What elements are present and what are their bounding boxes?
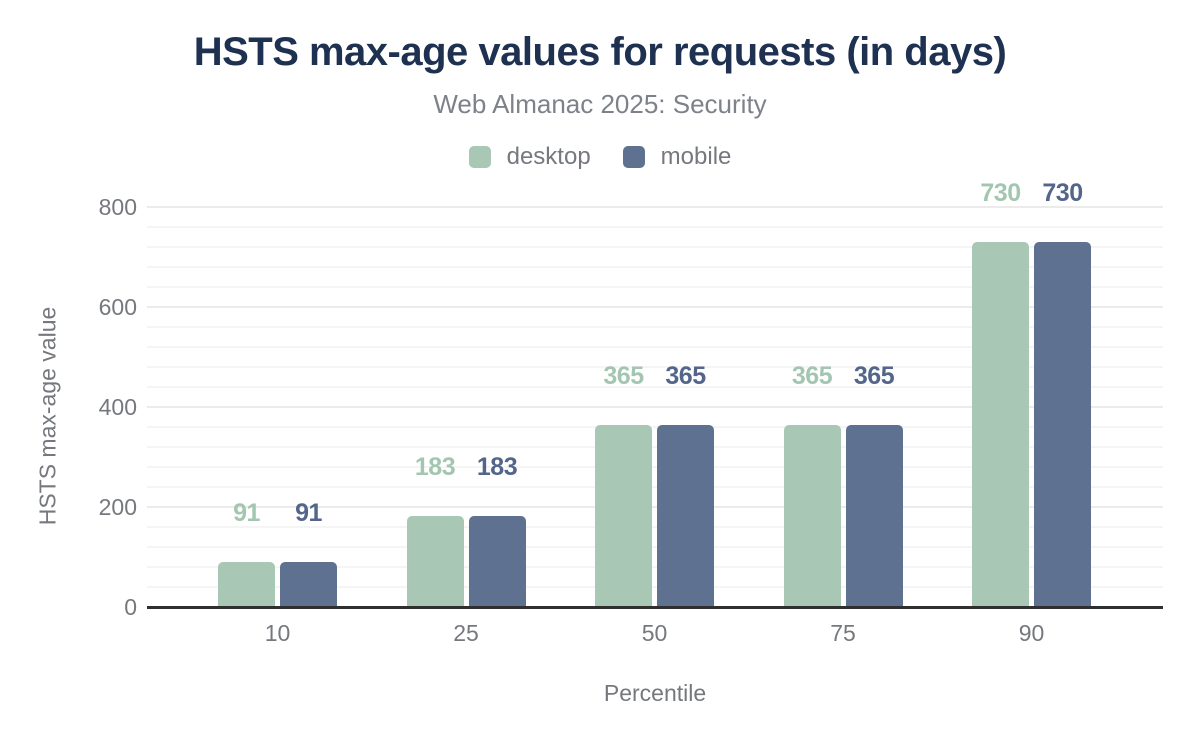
bar-value-label-mobile-p10: 91: [295, 498, 322, 527]
bar-desktop-p25: [406, 515, 464, 607]
x-axis-title: Percentile: [603, 680, 707, 706]
minor-gridline: [147, 326, 1163, 328]
minor-gridline: [147, 466, 1163, 468]
bar-value-label-mobile-p90: 730: [1042, 179, 1083, 207]
chart-title: HSTS max-age values for requests (in day…: [193, 30, 1007, 74]
major-gridline: [147, 506, 1163, 508]
bar-value-label-desktop-p10: 91: [233, 498, 260, 527]
bar-value-label-desktop-p50: 365: [603, 361, 644, 390]
x-tick-label-50: 50: [641, 620, 668, 646]
major-gridline: [147, 306, 1163, 308]
bar-desktop-p50: [595, 424, 652, 607]
x-tick-label-10: 10: [264, 620, 291, 646]
y-tick-label: 200: [98, 494, 137, 520]
bar-value-label-mobile-p50: 365: [665, 361, 706, 390]
bar-mobile-p10: [280, 561, 337, 607]
y-tick-label: 400: [98, 394, 137, 420]
x-tick-label-90: 90: [1018, 620, 1045, 646]
x-tick-label-25: 25: [453, 620, 479, 646]
minor-gridline: [147, 546, 1163, 548]
minor-gridline: [147, 346, 1163, 348]
bar-mobile-p90: [1034, 242, 1091, 607]
bar-mobile-p50: [657, 424, 714, 607]
minor-gridline: [147, 526, 1163, 528]
minor-gridline: [147, 586, 1163, 588]
minor-gridline: [147, 246, 1163, 248]
bar-desktop-p75: [783, 424, 841, 607]
bar-value-label-desktop-p90: 730: [980, 179, 1021, 207]
minor-gridline: [147, 486, 1163, 488]
legend-label-desktop: desktop: [506, 143, 591, 170]
minor-gridline: [147, 226, 1163, 228]
legend-item-mobile: mobile: [622, 143, 732, 171]
legend: desktop mobile: [0, 143, 1200, 171]
x-axis-line: [147, 606, 1163, 609]
x-tick-label-75: 75: [830, 620, 856, 646]
bar-mobile-p25: [468, 515, 526, 607]
bar-desktop-p10: [218, 561, 275, 607]
y-tick-label: 800: [98, 194, 137, 220]
bar-value-label-mobile-p75: 365: [853, 361, 895, 390]
legend-label-mobile: mobile: [660, 143, 732, 170]
chart-subtitle: Web Almanac 2025: Security: [433, 89, 767, 119]
y-tick-label: 600: [98, 294, 137, 320]
minor-gridline: [147, 266, 1163, 268]
bar-mobile-p75: [845, 424, 903, 607]
major-gridline: [147, 206, 1163, 208]
y-tick-label: 0: [124, 594, 137, 620]
plot-area: Percentile 0 200 400 600 800 91 91 10 183 183 25 36…: [99, 181, 1163, 706]
minor-gridline: [147, 286, 1163, 288]
bar-desktop-p90: [972, 242, 1029, 607]
mobile-swatch-icon: [622, 146, 645, 168]
bar-value-label-mobile-p25: 183: [476, 452, 518, 481]
minor-gridline: [147, 426, 1163, 428]
bar-value-label-desktop-p75: 365: [791, 361, 833, 390]
major-gridline: [147, 406, 1163, 408]
minor-gridline: [147, 566, 1163, 568]
minor-gridline: [147, 446, 1163, 448]
legend-item-desktop: desktop: [468, 143, 591, 171]
desktop-swatch-icon: [468, 146, 491, 168]
minor-gridline: [147, 386, 1163, 388]
minor-gridline: [147, 366, 1163, 368]
bar-value-label-desktop-p25: 183: [414, 452, 456, 481]
